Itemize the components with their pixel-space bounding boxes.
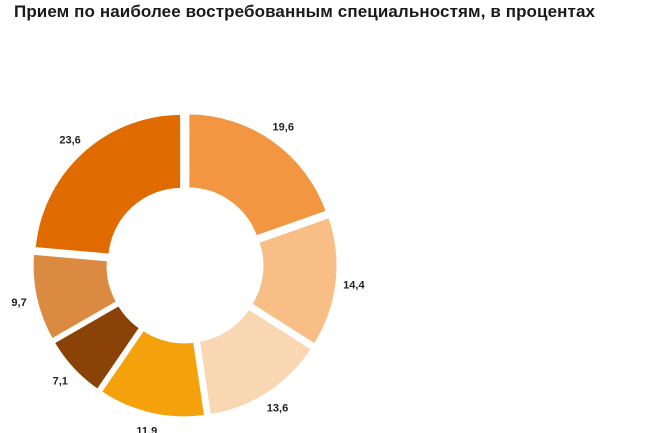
donut-slice-4 [98, 327, 208, 420]
donut-slice-2 [248, 214, 340, 348]
data-label-2: 14,4 [343, 279, 365, 291]
data-label-6: 9,7 [11, 297, 26, 309]
data-label-3: 13,6 [267, 403, 288, 415]
donut-slice-1 [186, 111, 330, 239]
donut-slice-5 [51, 302, 143, 393]
data-label-7: 23,6 [59, 135, 80, 147]
data-label-1: 19,6 [273, 121, 294, 133]
donut-slice-6 [30, 251, 120, 343]
donut-slice-7 [32, 111, 184, 257]
chart-title: Прием по наиболее востребованным специал… [14, 2, 596, 21]
data-label-4: 11,9 [136, 426, 157, 433]
donut-slice-3 [196, 305, 315, 418]
data-label-5: 7,1 [53, 375, 68, 387]
